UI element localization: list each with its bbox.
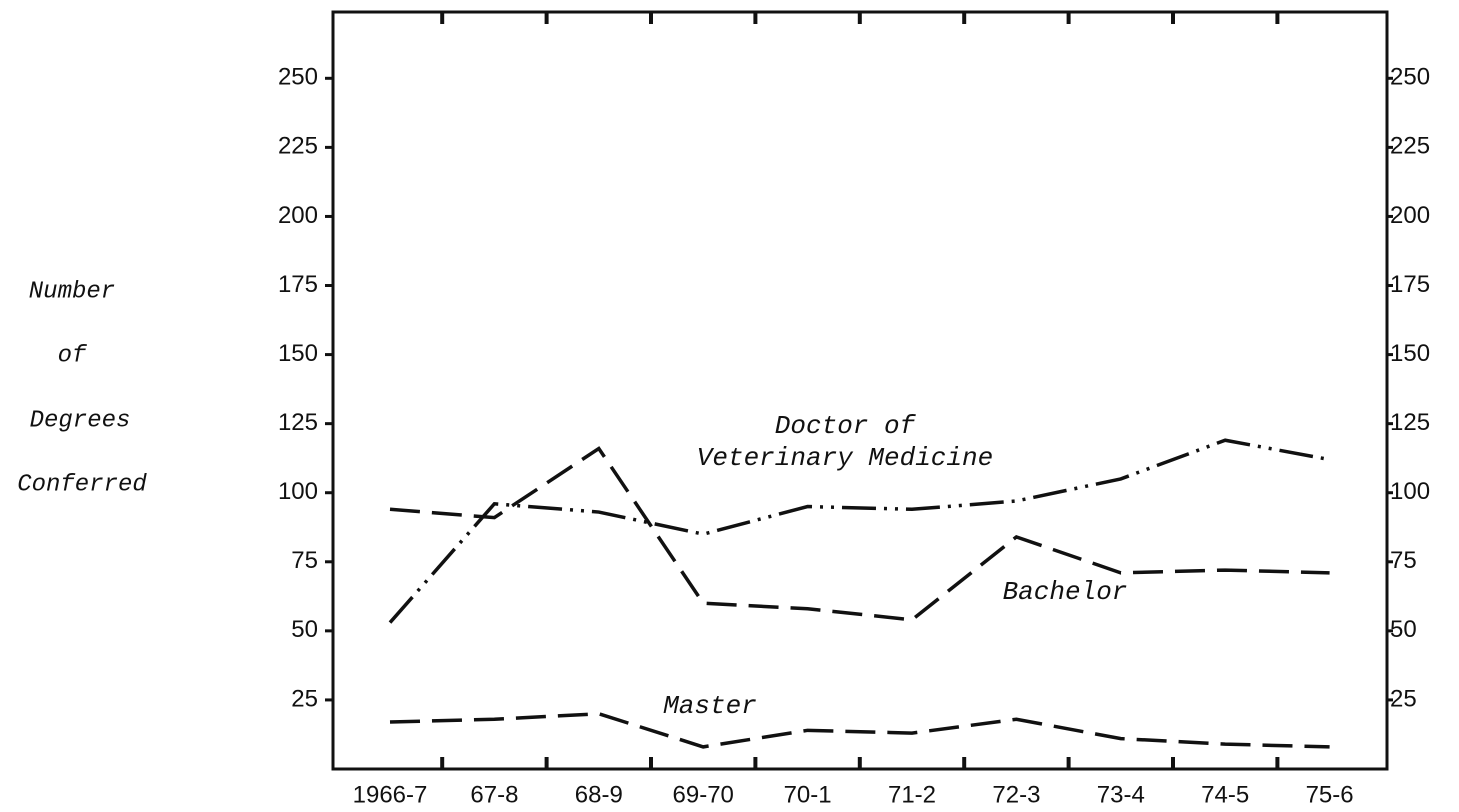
x-tick-label: 75-6 [1306,781,1354,808]
x-tick-label: 70-1 [784,781,832,808]
x-tick-label: 67-8 [470,781,518,808]
y-tick-label: 200 [278,202,318,229]
y2-tick-label: 150 [1390,340,1430,367]
y-tick-label: 25 [291,685,318,712]
y-axis-label: of [58,342,87,369]
x-tick-label: 74-5 [1201,781,1249,808]
series-label: Doctor of Veterinary Medicine [696,411,994,473]
y-tick-label: 50 [291,616,318,643]
y2-tick-label: 225 [1390,133,1430,160]
plot-frame [331,10,1389,771]
x-tick-label: 72-3 [992,781,1040,808]
y-tick-label: 250 [278,64,318,91]
y2-tick-label: 75 [1390,547,1417,574]
y-tick-label: 175 [278,271,318,298]
series-label: Bachelor [1002,577,1128,607]
series-line [389,711,1330,749]
y2-tick-label: 100 [1390,478,1430,505]
y-axis-label: Conferred [17,471,147,498]
x-tick-label: 68-9 [575,781,623,808]
y-axis-label: Number [29,278,115,305]
y2-tick-label: 175 [1390,271,1430,298]
y2-tick-label: 125 [1390,409,1430,436]
x-tick-label: 71-2 [888,781,936,808]
y2-tick-label: 50 [1390,616,1417,643]
x-tick-label: 1966-7 [353,781,428,808]
y-tick-label: 75 [291,547,318,574]
series-label: Master [663,691,757,721]
y2-tick-label: 25 [1390,685,1417,712]
x-tick-label: 73-4 [1097,781,1145,808]
y2-tick-label: 250 [1390,64,1430,91]
y-tick-label: 225 [278,133,318,160]
y2-tick-label: 200 [1390,202,1430,229]
series-line [389,446,1330,622]
y-tick-label: 150 [278,340,318,367]
series-line [388,438,1330,624]
y-axis-label: Degrees [30,407,131,434]
y-tick-label: 125 [278,409,318,436]
y-tick-label: 100 [278,478,318,505]
x-tick-label: 69-70 [673,781,734,808]
